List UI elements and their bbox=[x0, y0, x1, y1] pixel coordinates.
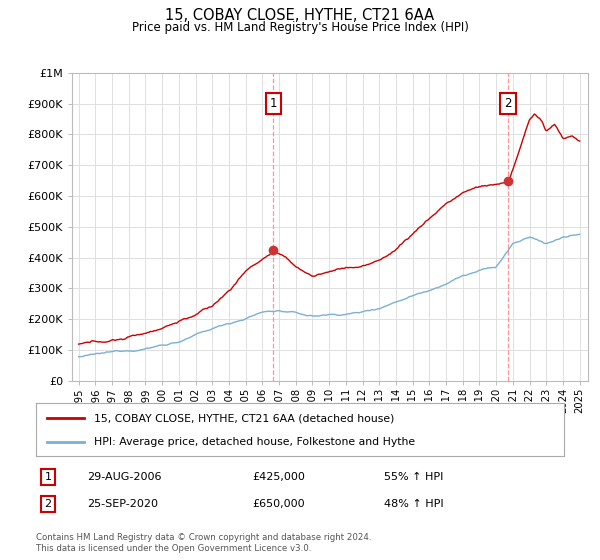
Text: 25-SEP-2020: 25-SEP-2020 bbox=[87, 499, 158, 509]
Text: 55% ↑ HPI: 55% ↑ HPI bbox=[384, 472, 443, 482]
Text: 15, COBAY CLOSE, HYTHE, CT21 6AA: 15, COBAY CLOSE, HYTHE, CT21 6AA bbox=[166, 8, 434, 24]
Text: £425,000: £425,000 bbox=[252, 472, 305, 482]
Text: 2: 2 bbox=[505, 97, 512, 110]
Text: 29-AUG-2006: 29-AUG-2006 bbox=[87, 472, 161, 482]
Text: Contains HM Land Registry data © Crown copyright and database right 2024.
This d: Contains HM Land Registry data © Crown c… bbox=[36, 533, 371, 553]
Text: 1: 1 bbox=[44, 472, 52, 482]
Text: 2: 2 bbox=[44, 499, 52, 509]
Text: 48% ↑ HPI: 48% ↑ HPI bbox=[384, 499, 443, 509]
Text: £650,000: £650,000 bbox=[252, 499, 305, 509]
Text: Price paid vs. HM Land Registry's House Price Index (HPI): Price paid vs. HM Land Registry's House … bbox=[131, 21, 469, 34]
Text: HPI: Average price, detached house, Folkestone and Hythe: HPI: Average price, detached house, Folk… bbox=[94, 436, 415, 446]
Text: 15, COBAY CLOSE, HYTHE, CT21 6AA (detached house): 15, COBAY CLOSE, HYTHE, CT21 6AA (detach… bbox=[94, 413, 394, 423]
Text: 1: 1 bbox=[269, 97, 277, 110]
